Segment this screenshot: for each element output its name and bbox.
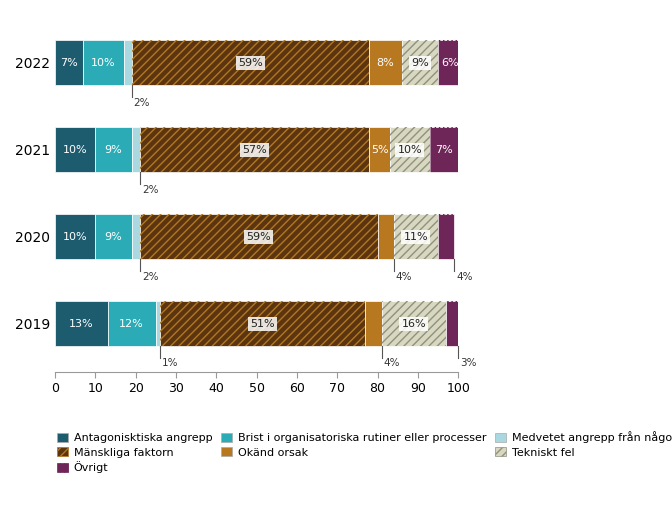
Bar [55, 301, 108, 346]
Text: 7%: 7% [60, 58, 78, 68]
Text: 5%: 5% [371, 145, 388, 155]
Bar [430, 127, 458, 172]
Bar [140, 127, 370, 172]
Text: 8%: 8% [377, 58, 394, 68]
Bar [390, 127, 430, 172]
Bar [140, 214, 378, 260]
Bar [378, 214, 394, 260]
Bar [160, 301, 366, 346]
Bar [156, 301, 160, 346]
Text: 4%: 4% [396, 271, 412, 282]
Text: 7%: 7% [435, 145, 453, 155]
Bar [438, 40, 462, 86]
Bar [446, 301, 458, 346]
Text: 9%: 9% [411, 58, 429, 68]
Text: 11%: 11% [403, 232, 428, 241]
Bar [132, 127, 140, 172]
Bar [83, 40, 124, 86]
Text: 1%: 1% [162, 359, 178, 368]
Text: 2%: 2% [142, 185, 159, 195]
Bar [132, 40, 370, 86]
Text: 4%: 4% [456, 271, 472, 282]
Bar [366, 301, 382, 346]
Text: 2%: 2% [142, 271, 159, 282]
Bar [124, 40, 132, 86]
Text: 10%: 10% [91, 58, 116, 68]
Bar [438, 214, 454, 260]
Bar [402, 40, 438, 86]
Bar [370, 127, 390, 172]
Bar [430, 127, 458, 172]
Bar [132, 40, 370, 86]
Bar [95, 127, 132, 172]
Legend: Antagonisktiska angrepp, Mänskliga faktorn, Övrigt, Brist i organisatoriska ruti: Antagonisktiska angrepp, Mänskliga fakto… [52, 427, 672, 478]
Text: 16%: 16% [401, 319, 426, 329]
Bar [382, 301, 446, 346]
Bar [95, 214, 132, 260]
Text: 57%: 57% [242, 145, 267, 155]
Bar [140, 127, 370, 172]
Bar [132, 214, 140, 260]
Bar [140, 214, 378, 260]
Bar [390, 127, 430, 172]
Bar [394, 214, 438, 260]
Bar [108, 301, 156, 346]
Text: 12%: 12% [120, 319, 144, 329]
Text: 2%: 2% [134, 98, 151, 108]
Text: 59%: 59% [238, 58, 263, 68]
Text: 6%: 6% [442, 58, 459, 68]
Bar [55, 127, 95, 172]
Bar [160, 301, 366, 346]
Text: 9%: 9% [105, 232, 122, 241]
Text: 10%: 10% [397, 145, 422, 155]
Bar [370, 40, 402, 86]
Text: 3%: 3% [460, 359, 476, 368]
Text: 9%: 9% [105, 145, 122, 155]
Text: 10%: 10% [63, 145, 87, 155]
Bar [382, 301, 446, 346]
Bar [402, 40, 438, 86]
Bar [438, 214, 454, 260]
Text: 59%: 59% [246, 232, 271, 241]
Bar [394, 214, 438, 260]
Bar [55, 40, 83, 86]
Text: 13%: 13% [69, 319, 93, 329]
Bar [55, 214, 95, 260]
Text: 51%: 51% [251, 319, 275, 329]
Bar [446, 301, 458, 346]
Text: 4%: 4% [384, 359, 400, 368]
Bar [438, 40, 462, 86]
Text: 10%: 10% [63, 232, 87, 241]
